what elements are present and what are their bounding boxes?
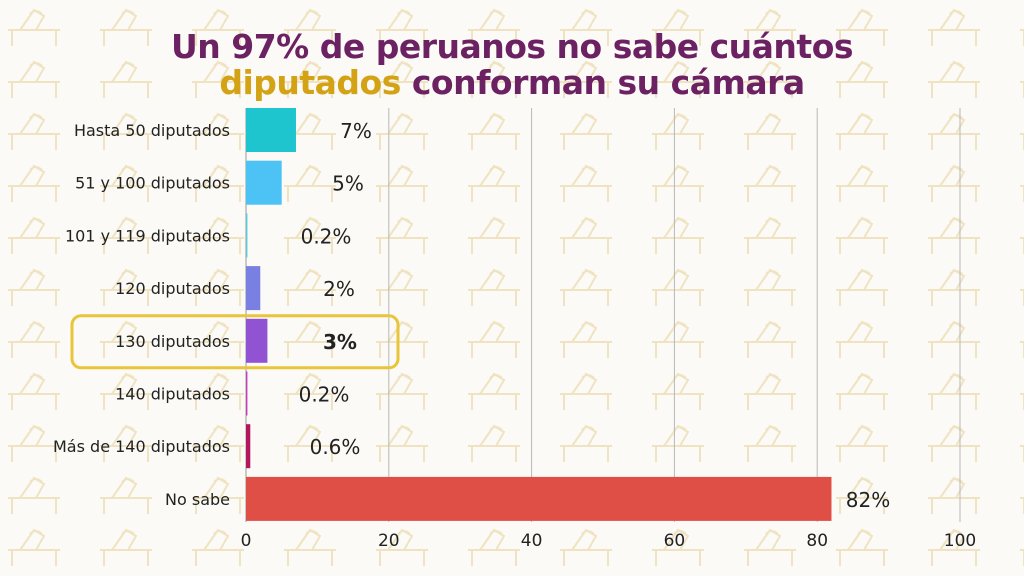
x-tick-label: 40 [521,531,543,551]
highlight-box [70,314,400,370]
category-label: 120 diputados [115,279,230,298]
value-label: 0.6% [310,435,361,459]
value-label: 82% [846,488,890,512]
x-tick-label: 100 [944,531,976,551]
x-tick-label: 0 [241,531,252,551]
bar [246,213,248,258]
title-highlight: diputados [219,63,401,102]
title-rest: conforman su cámara [400,63,805,102]
bar [246,424,251,469]
category-label: 51 y 100 diputados [75,174,230,193]
bar [246,266,261,311]
bar [246,318,268,363]
value-label: 2% [323,277,355,301]
x-tick-label: 20 [378,531,400,551]
bar [246,476,832,521]
bar [246,160,282,205]
chart-title-line1: Un 97% de peruanos no sabe cuántos [170,27,854,66]
category-label: Más de 140 diputados [53,437,230,456]
bar [246,371,248,416]
bar [246,108,296,152]
x-tick-label: 80 [806,531,828,551]
value-label: 0.2% [299,383,350,407]
category-label: No sabe [165,490,230,509]
x-tick-label: 60 [664,531,686,551]
chart-title-line2: diputados conforman su cámara [0,64,1024,102]
category-label: 140 diputados [115,385,230,404]
category-label: 101 y 119 diputados [65,226,230,245]
category-label: 130 diputados [115,332,230,351]
value-label: 5% [332,172,364,196]
value-label: 3% [323,330,357,354]
category-label: Hasta 50 diputados [74,121,230,140]
value-label: 7% [340,119,372,143]
value-label: 0.2% [301,224,352,248]
